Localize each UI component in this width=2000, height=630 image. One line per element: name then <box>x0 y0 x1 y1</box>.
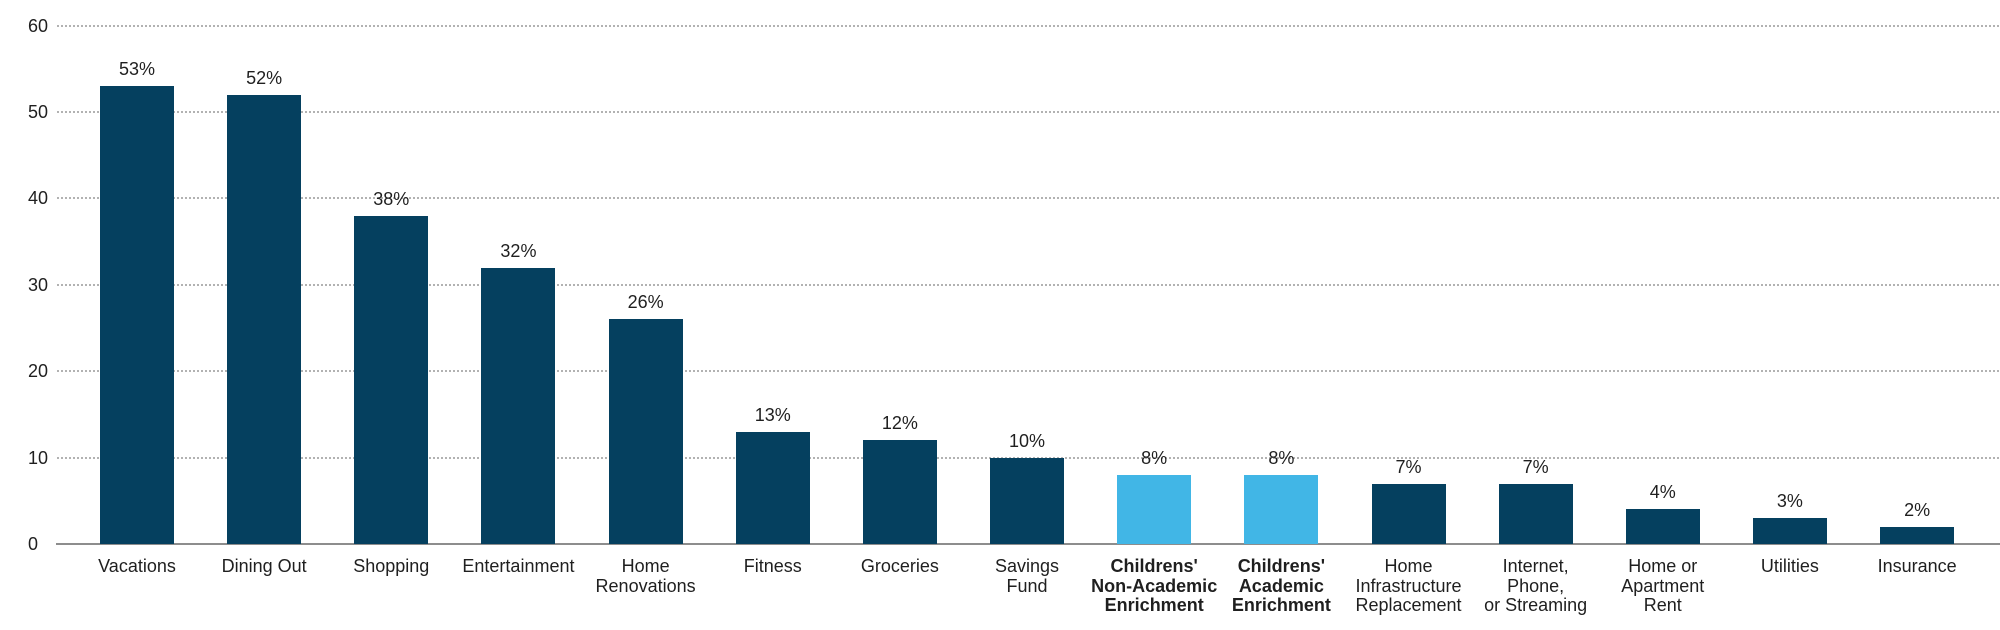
category-label-savings-fund: Savings Fund <box>995 556 1060 596</box>
bar-childrens-academic-enrichment <box>1244 474 1319 544</box>
bar-fitness <box>735 431 810 544</box>
category-label-entertainment: Entertainment <box>462 556 575 576</box>
gridline-30 <box>56 283 2000 286</box>
y-tick-label-0: 0 <box>28 534 39 554</box>
value-label-childrens-non-academic-enrichment: 8% <box>1141 447 1168 468</box>
category-label-home-infrastructure-replacement: Home Infrastructure Replacement <box>1355 556 1462 615</box>
value-label-home-infrastructure-replacement: 7% <box>1395 456 1422 477</box>
value-label-utilities: 3% <box>1776 491 1803 512</box>
y-tick-label-60: 60 <box>28 15 49 36</box>
bar-savings-fund <box>990 457 1065 544</box>
value-label-internet-phone-or-streaming: 7% <box>1522 456 1549 477</box>
category-label-internet-phone-or-streaming: Internet, Phone, or Streaming <box>1484 556 1588 615</box>
category-label-home-or-apartment-rent: Home or Apartment Rent <box>1621 556 1705 615</box>
value-label-insurance: 2% <box>1904 499 1931 520</box>
value-label-shopping: 38% <box>373 188 410 209</box>
bar-vacations <box>100 86 174 544</box>
category-label-childrens-academic-enrichment: Childrens' Academic Enrichment <box>1231 556 1331 615</box>
category-label-shopping: Shopping <box>353 556 430 576</box>
value-label-savings-fund: 10% <box>1009 430 1046 451</box>
category-label-dining-out: Dining Out <box>221 556 307 576</box>
bar-home-or-apartment-rent <box>1625 509 1700 544</box>
gridline-50 <box>56 111 2000 113</box>
bar-groceries <box>862 440 937 544</box>
category-label-utilities: Utilities <box>1760 556 1819 576</box>
y-tick-label-50: 50 <box>28 102 49 122</box>
value-label-vacations: 53% <box>118 59 156 80</box>
y-tick-label-40: 40 <box>28 188 49 209</box>
category-label-groceries: Groceries <box>860 556 939 576</box>
y-tick-label-20: 20 <box>28 361 49 382</box>
y-tick-label-10: 10 <box>28 447 49 468</box>
value-label-home-or-apartment-rent: 4% <box>1649 482 1676 503</box>
bar-shopping <box>354 215 429 544</box>
y-tick-label-30: 30 <box>28 274 49 295</box>
value-label-home-renovations: 26% <box>627 292 664 313</box>
category-label-childrens-non-academic-enrichment: Childrens' Non-Academic Enrichment <box>1091 556 1218 615</box>
bar-dining-out <box>227 94 302 544</box>
value-label-dining-out: 52% <box>246 67 283 88</box>
value-label-fitness: 13% <box>754 404 791 425</box>
bar-internet-phone-or-streaming <box>1498 483 1573 544</box>
gridline-40 <box>56 197 2000 200</box>
bar-childrens-non-academic-enrichment <box>1117 474 1192 544</box>
x-axis-line <box>56 543 2000 545</box>
category-label-vacations: Vacations <box>98 556 176 576</box>
bar-entertainment <box>481 267 556 544</box>
category-label-home-renovations: Home Renovations <box>595 556 696 596</box>
value-label-groceries: 12% <box>881 413 918 434</box>
bar-home-infrastructure-replacement <box>1371 483 1446 544</box>
bar-utilities <box>1752 518 1827 544</box>
bar-home-renovations <box>608 319 683 544</box>
category-label-insurance: Insurance <box>1877 556 1957 576</box>
gridline-20 <box>56 370 2000 373</box>
category-label-fitness: Fitness <box>743 556 802 576</box>
bar-insurance <box>1880 526 1955 544</box>
value-label-childrens-academic-enrichment: 8% <box>1268 447 1295 468</box>
gridline-60 <box>56 24 2000 27</box>
value-label-entertainment: 32% <box>500 240 537 261</box>
